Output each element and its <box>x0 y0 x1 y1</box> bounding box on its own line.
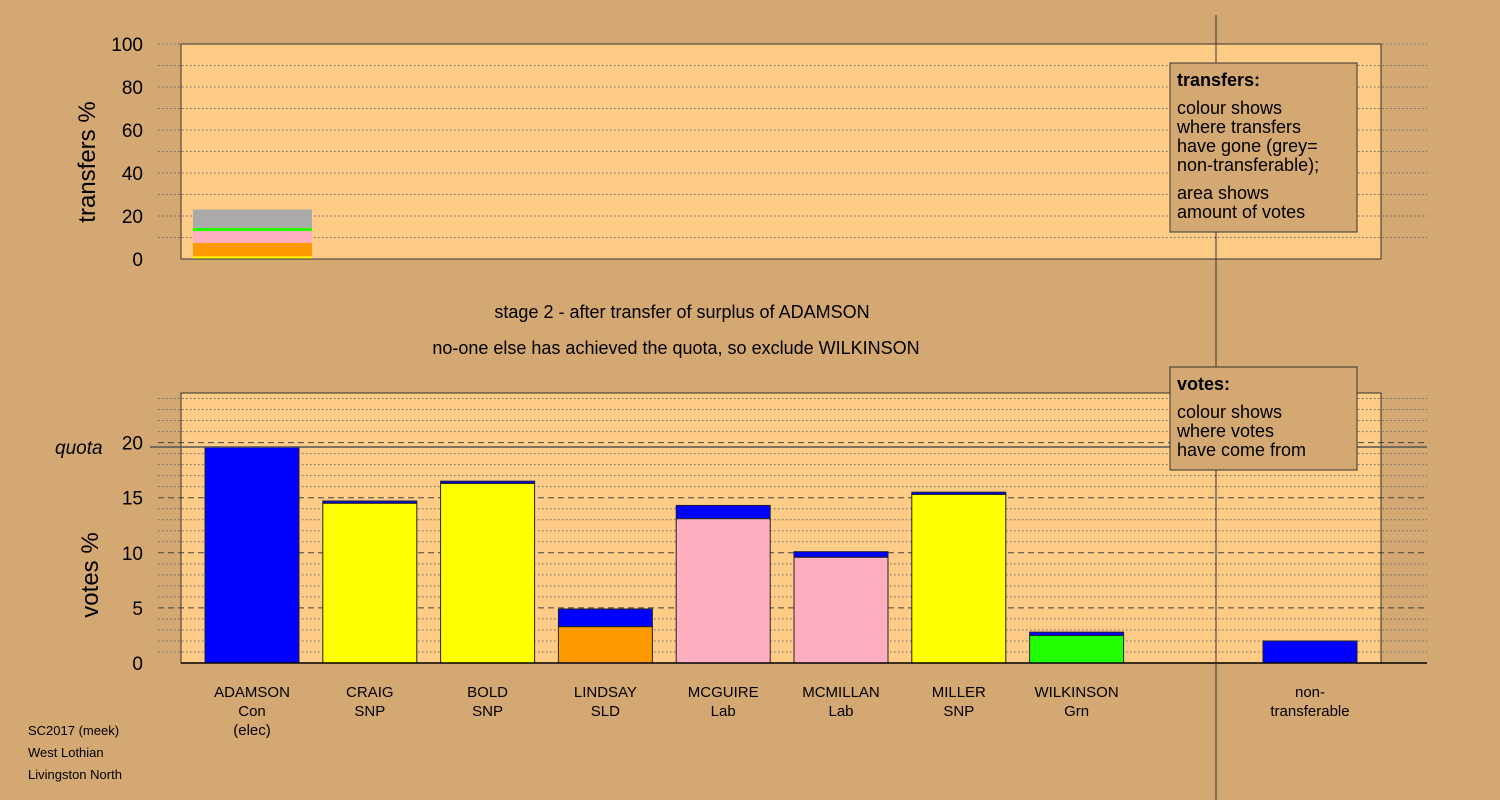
nontransferable-bar-segment-con <box>1262 640 1358 664</box>
votes-legend-line: where votes <box>1176 421 1274 441</box>
transfers-y-axis-label: transfers % <box>74 101 101 222</box>
votes-legend-box <box>1169 366 1358 471</box>
transfer-segment-snp <box>193 256 312 259</box>
exclusion-headline: no-one else has achieved the quota, so e… <box>432 338 919 358</box>
candidate-bar-segment-snp <box>322 502 418 664</box>
candidate-bar-segment-con <box>204 446 300 664</box>
candidate-name: MILLER <box>932 684 986 701</box>
nontransferable-label: transferable <box>1270 703 1349 720</box>
transfers-legend-line: have gone (grey= <box>1177 136 1318 156</box>
candidate-bar-segment-con <box>793 551 889 558</box>
footer-election: SC2017 (meek) <box>28 723 119 738</box>
y-tick-label: 60 <box>122 121 143 142</box>
footer-ward: Livingston North <box>28 767 122 782</box>
transfer-segment-lab <box>193 231 312 243</box>
y-tick-label: 0 <box>132 654 143 675</box>
candidate-note: (elec) <box>233 722 271 739</box>
candidate-labels: ADAMSON Con (elec) CRAIG SNP BOLD SNP LINDSAY SL… <box>214 684 1350 739</box>
candidate-bar-segment-lab <box>793 556 889 664</box>
candidate-name: MCGUIRE <box>688 684 759 701</box>
transfers-legend-line: non-transferable); <box>1177 155 1319 175</box>
candidate-party: SNP <box>943 703 974 720</box>
candidate-bar-segment-snp <box>911 493 1007 664</box>
y-tick-label: 100 <box>111 35 143 56</box>
candidate-party: SLD <box>591 703 620 720</box>
transfers-y-ticks: 0 20 40 60 80 100 <box>111 35 143 271</box>
y-tick-label: 5 <box>132 599 143 620</box>
quota-label: quota <box>55 438 103 459</box>
transfers-legend-line: area shows <box>1177 183 1269 203</box>
candidate-bar-segment-con <box>557 608 653 628</box>
candidate-name: CRAIG <box>346 684 394 701</box>
y-tick-label: 20 <box>122 207 143 228</box>
candidate-name: BOLD <box>467 684 508 701</box>
transfers-legend-line: amount of votes <box>1177 202 1305 222</box>
candidate-name: WILKINSON <box>1035 684 1119 701</box>
candidate-bar-segment-con <box>675 504 771 520</box>
candidate-party: Lab <box>711 703 736 720</box>
nontransferable-label: non- <box>1295 684 1325 701</box>
y-tick-label: 80 <box>122 78 143 99</box>
votes-legend-line: have come from <box>1177 440 1306 460</box>
y-tick-label: 0 <box>132 250 143 271</box>
transfers-legend-title: transfers: <box>1177 70 1260 90</box>
candidate-party: Con <box>238 703 266 720</box>
transfers-legend: transfers: colour shows where transfers … <box>1169 62 1358 233</box>
votes-legend-title: votes: <box>1177 374 1230 394</box>
footer-council: West Lothian <box>28 745 104 760</box>
votes-y-axis-label: votes % <box>77 532 104 617</box>
y-tick-label: 20 <box>122 434 143 455</box>
transfer-segment-nontransferable <box>193 209 312 228</box>
candidate-party: Lab <box>828 703 853 720</box>
candidate-party: Grn <box>1064 703 1089 720</box>
candidate-bar-segment-snp <box>440 482 536 664</box>
candidate-bar-segment-con <box>322 500 418 504</box>
candidate-bar-segment-con <box>440 480 536 484</box>
transfers-plot-frame <box>180 43 1382 260</box>
stage-headline: stage 2 - after transfer of surplus of A… <box>494 302 869 322</box>
candidate-name: ADAMSON <box>214 684 290 701</box>
y-tick-label: 40 <box>122 164 143 185</box>
candidate-bar-segment-grn <box>1029 634 1125 664</box>
candidate-name: MCMILLAN <box>802 684 880 701</box>
transfer-segment-grn <box>193 227 312 232</box>
transfer-segment-sld <box>193 242 312 257</box>
candidate-bar-segment-con <box>1029 631 1125 636</box>
votes-bars <box>204 446 1358 664</box>
transfers-legend-line: colour shows <box>1177 98 1282 118</box>
candidate-bar-segment-con <box>911 491 1007 495</box>
candidate-party: SNP <box>472 703 503 720</box>
y-tick-label: 15 <box>122 489 143 510</box>
transfers-legend-box <box>1169 62 1358 233</box>
votes-y-ticks: 0 5 10 15 20 <box>122 434 143 675</box>
candidate-party: SNP <box>354 703 385 720</box>
transfers-bars <box>193 209 312 259</box>
candidate-name: LINDSAY <box>574 684 637 701</box>
transfers-legend-line: where transfers <box>1176 117 1301 137</box>
votes-legend-line: colour shows <box>1177 402 1282 422</box>
candidate-bar-segment-lab <box>675 518 771 664</box>
candidate-bar-segment-sld <box>557 626 653 664</box>
y-tick-label: 10 <box>122 544 143 565</box>
votes-legend: votes: colour shows where votes have com… <box>1169 366 1358 471</box>
